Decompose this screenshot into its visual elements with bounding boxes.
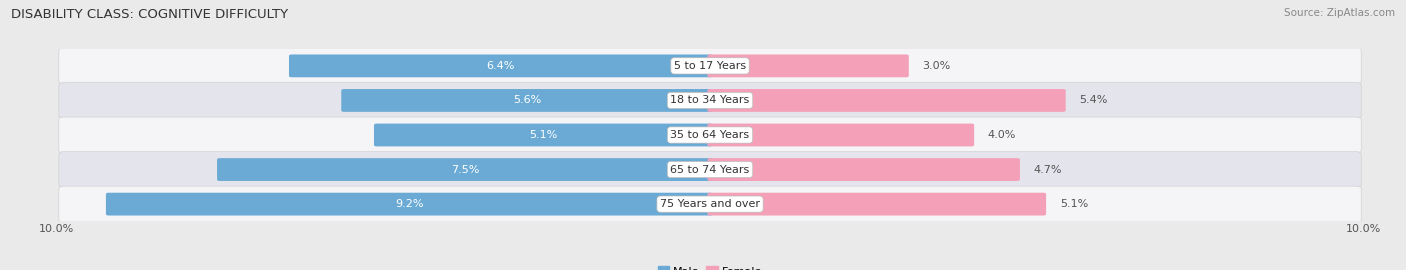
Text: Source: ZipAtlas.com: Source: ZipAtlas.com — [1284, 8, 1395, 18]
FancyBboxPatch shape — [374, 124, 713, 146]
Text: 65 to 74 Years: 65 to 74 Years — [671, 164, 749, 175]
FancyBboxPatch shape — [105, 193, 713, 215]
Text: 5.1%: 5.1% — [1060, 199, 1088, 209]
FancyBboxPatch shape — [59, 151, 1361, 188]
FancyBboxPatch shape — [217, 158, 713, 181]
FancyBboxPatch shape — [59, 82, 1361, 119]
Text: 4.7%: 4.7% — [1033, 164, 1062, 175]
Text: 18 to 34 Years: 18 to 34 Years — [671, 95, 749, 106]
Text: 6.4%: 6.4% — [486, 61, 515, 71]
Text: 75 Years and over: 75 Years and over — [659, 199, 761, 209]
Text: DISABILITY CLASS: COGNITIVE DIFFICULTY: DISABILITY CLASS: COGNITIVE DIFFICULTY — [11, 8, 288, 21]
Text: 5.1%: 5.1% — [529, 130, 557, 140]
FancyBboxPatch shape — [707, 55, 908, 77]
Text: 5 to 17 Years: 5 to 17 Years — [673, 61, 747, 71]
FancyBboxPatch shape — [59, 48, 1361, 84]
FancyBboxPatch shape — [59, 186, 1361, 222]
FancyBboxPatch shape — [707, 89, 1066, 112]
FancyBboxPatch shape — [707, 124, 974, 146]
Text: 3.0%: 3.0% — [922, 61, 950, 71]
Text: 5.4%: 5.4% — [1080, 95, 1108, 106]
FancyBboxPatch shape — [290, 55, 713, 77]
FancyBboxPatch shape — [707, 158, 1019, 181]
Legend: Male, Female: Male, Female — [654, 262, 766, 270]
Text: 35 to 64 Years: 35 to 64 Years — [671, 130, 749, 140]
FancyBboxPatch shape — [59, 117, 1361, 153]
FancyBboxPatch shape — [707, 193, 1046, 215]
Text: 5.6%: 5.6% — [513, 95, 541, 106]
Text: 7.5%: 7.5% — [451, 164, 479, 175]
Text: 4.0%: 4.0% — [988, 130, 1017, 140]
FancyBboxPatch shape — [342, 89, 713, 112]
Text: 9.2%: 9.2% — [395, 199, 423, 209]
